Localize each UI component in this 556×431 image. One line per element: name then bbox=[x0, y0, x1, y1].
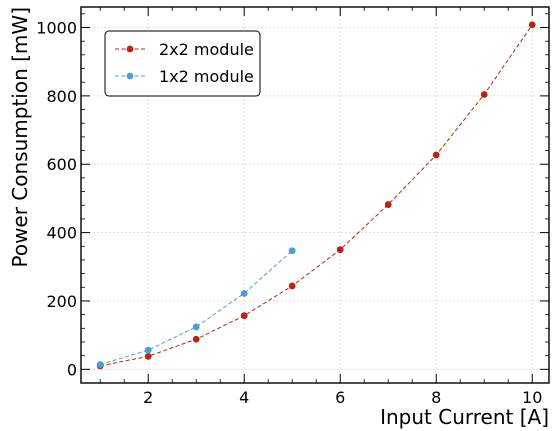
series-layer bbox=[96, 21, 536, 370]
data-point bbox=[432, 151, 440, 159]
x-axis-label: Input Current [A] bbox=[380, 405, 549, 429]
legend: 2x2 module 1x2 module bbox=[104, 30, 261, 97]
data-point bbox=[480, 91, 488, 98]
x-tick-label: 4 bbox=[239, 388, 249, 407]
legend-item: 2x2 module bbox=[115, 40, 254, 59]
y-axis-label: Power Consumption [mW] bbox=[8, 7, 32, 268]
legend-item: 1x2 module bbox=[115, 67, 254, 86]
y-tick-label: 1000 bbox=[36, 19, 77, 38]
data-point bbox=[384, 201, 392, 208]
y-tick-label: 600 bbox=[46, 155, 77, 174]
x-tick-label: 6 bbox=[335, 388, 345, 407]
data-point bbox=[336, 246, 344, 254]
series-2x2-module bbox=[96, 21, 536, 370]
data-point bbox=[96, 361, 104, 368]
y-tick-label: 200 bbox=[46, 292, 77, 311]
x-tick-label: 10 bbox=[522, 388, 542, 407]
plot-frame bbox=[80, 6, 550, 384]
series-line bbox=[100, 24, 533, 367]
data-point bbox=[144, 346, 152, 354]
grid bbox=[81, 7, 549, 383]
legend-label: 2x2 module bbox=[159, 40, 254, 59]
y-tick-label: 400 bbox=[46, 224, 77, 243]
series-1x2-module bbox=[96, 247, 296, 368]
data-point bbox=[144, 352, 152, 360]
data-point bbox=[288, 282, 296, 290]
legend-label: 1x2 module bbox=[159, 67, 254, 86]
data-point bbox=[240, 312, 248, 320]
x-tick-label: 2 bbox=[143, 388, 153, 407]
y-tick-label: 800 bbox=[46, 87, 77, 106]
legend-marker bbox=[126, 45, 134, 53]
data-point bbox=[528, 21, 536, 29]
y-tick-label: 0 bbox=[67, 360, 77, 379]
x-tick-label: 8 bbox=[431, 388, 441, 407]
data-point bbox=[192, 335, 200, 343]
data-point bbox=[288, 247, 296, 255]
legend-marker bbox=[126, 72, 134, 80]
data-point bbox=[192, 323, 200, 331]
data-point bbox=[240, 290, 248, 297]
series-line bbox=[100, 250, 293, 365]
ticks: 2 4 6 8 10 0 200 400 600 800 1000 bbox=[36, 7, 549, 407]
legend-box bbox=[104, 30, 261, 97]
